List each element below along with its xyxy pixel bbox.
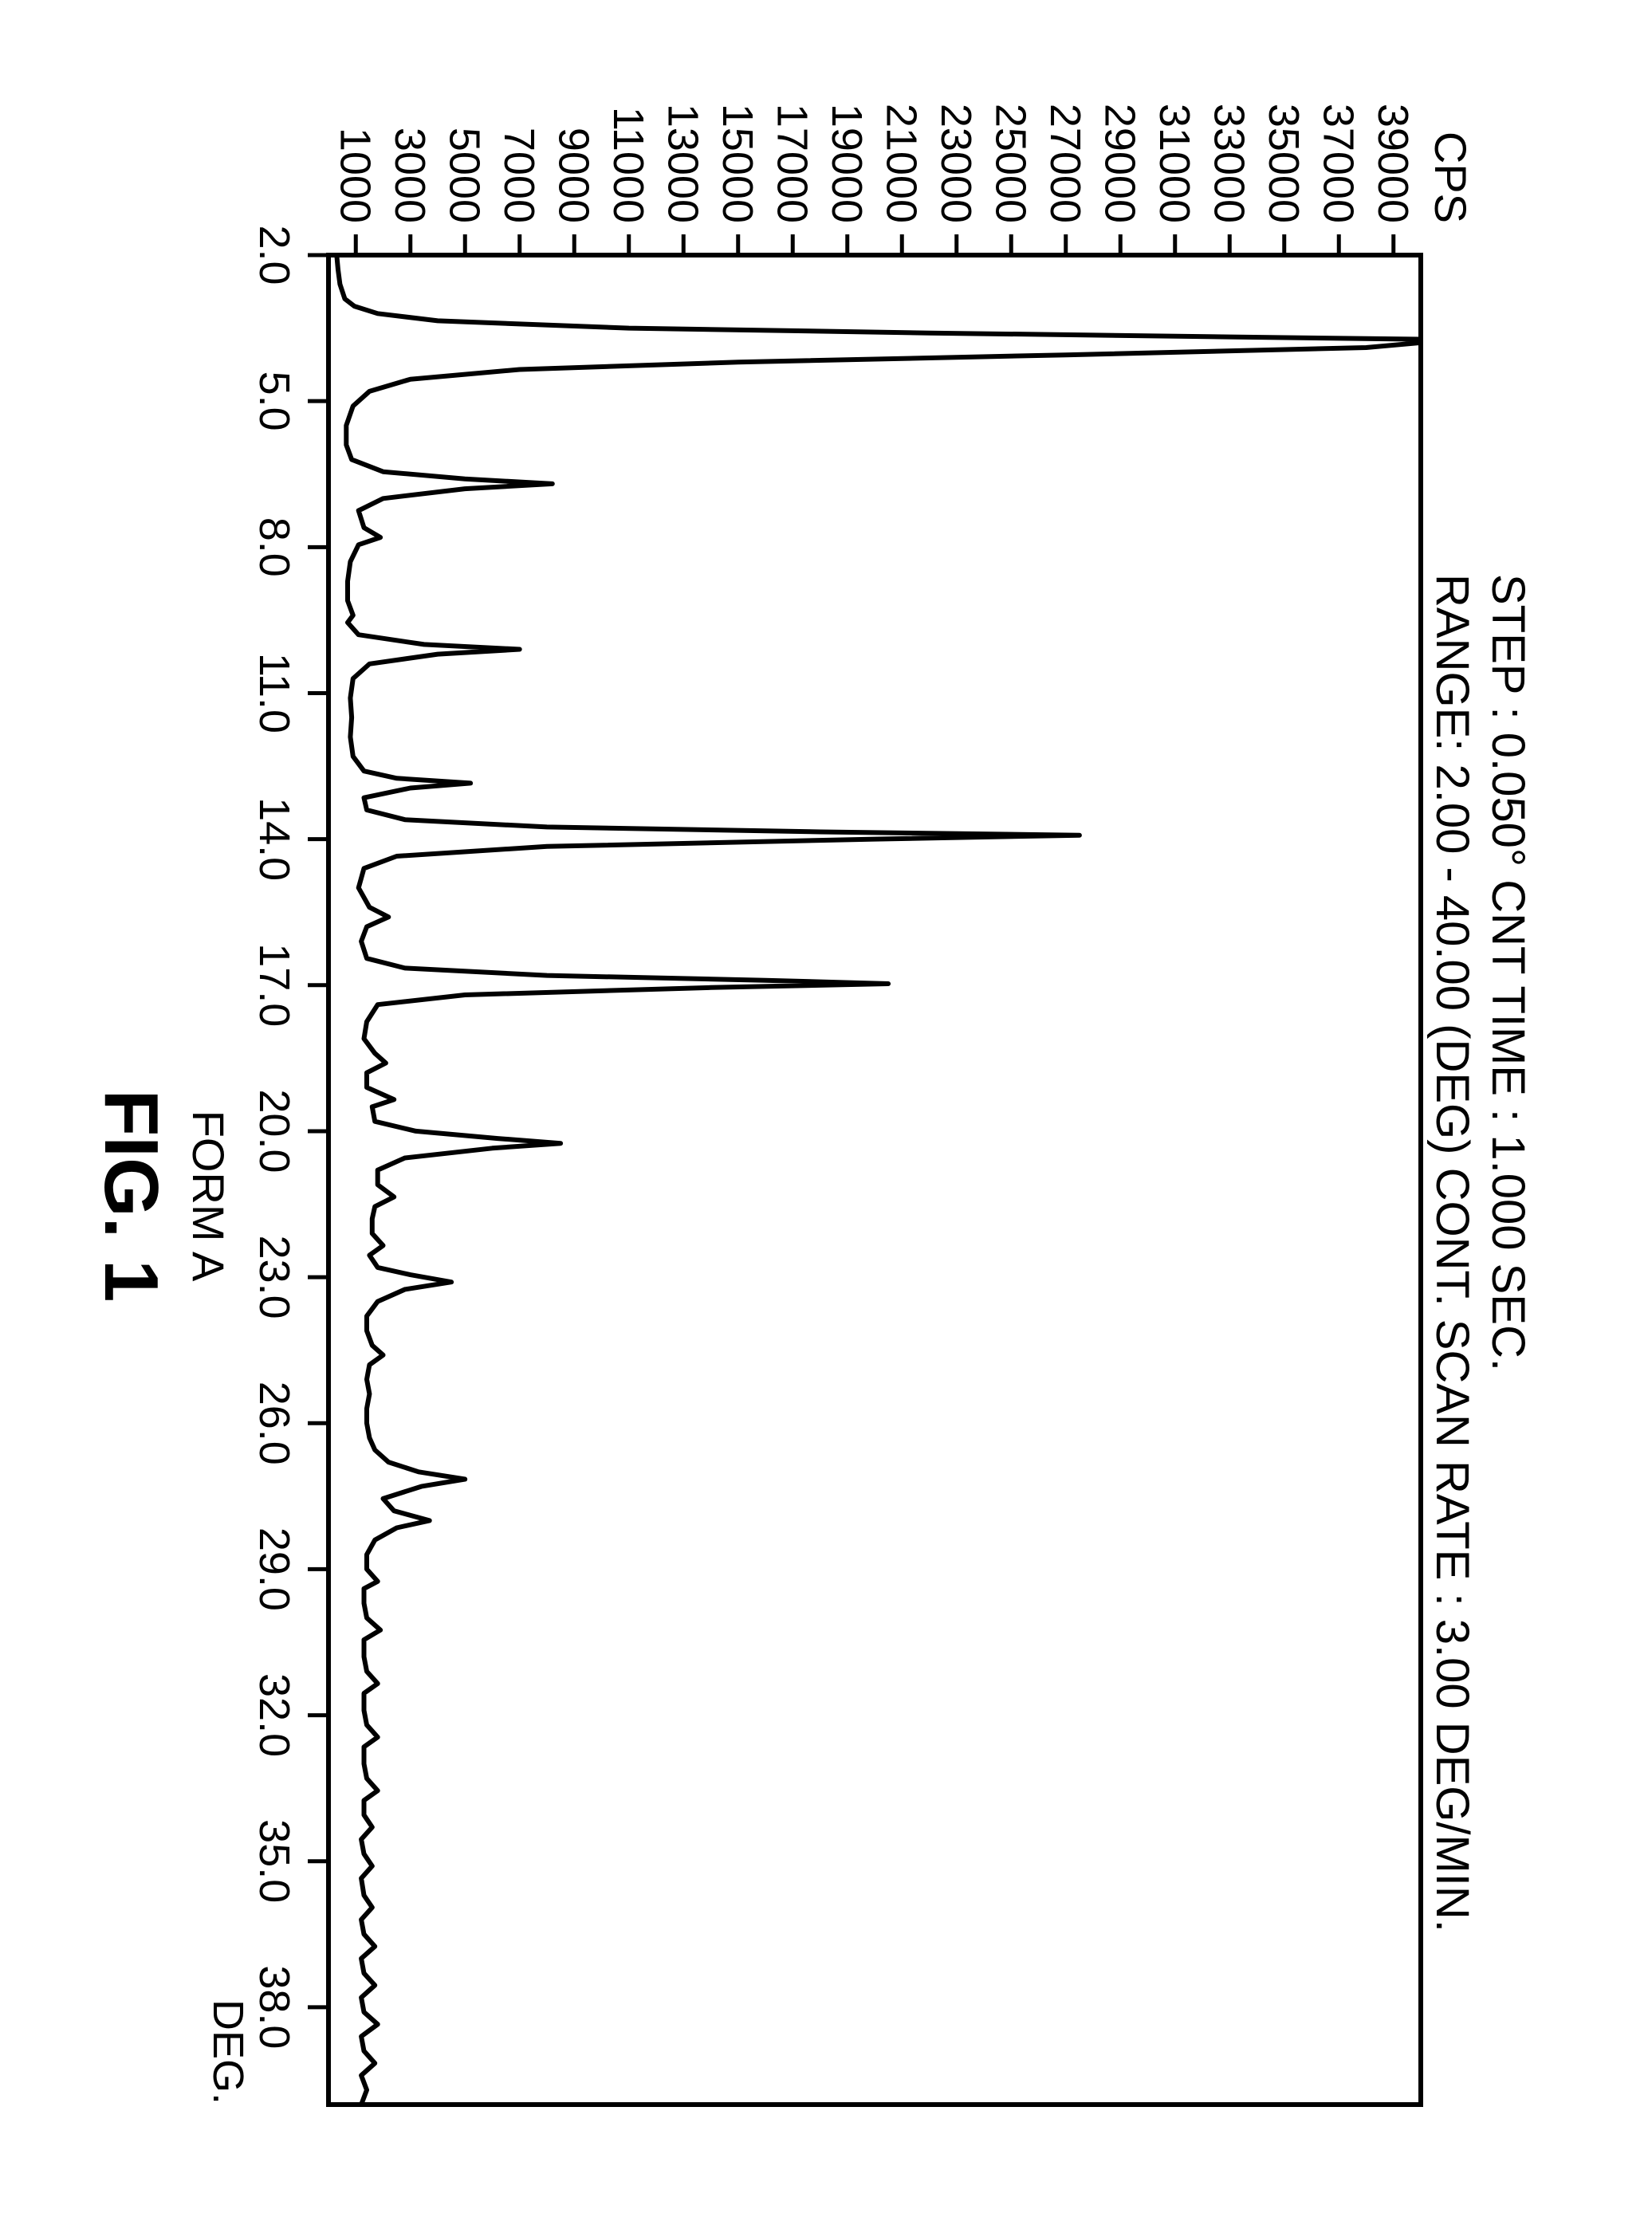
header-line-2: RANGE: 2.00 - 40.00 (DEG) CONT. SCAN RAT… (1426, 574, 1478, 1932)
y-tick-label: 35000 (1260, 104, 1308, 223)
y-tick-label: 7000 (495, 128, 543, 223)
y-tick-label: 17000 (768, 104, 816, 223)
x-tick-label: 2.0 (250, 225, 298, 285)
caption-fig: FIG. 1 (88, 1090, 174, 1303)
y-tick-label: 5000 (440, 128, 488, 223)
x-tick-label: 26.0 (250, 1382, 298, 1465)
x-tick-label: 11.0 (250, 653, 298, 733)
y-tick-label: 29000 (1095, 104, 1143, 223)
x-tick-label: 8.0 (250, 517, 298, 577)
page: STEP : 0.050° CNT TIME : 1.000 SEC.RANGE… (0, 0, 1652, 2213)
xrd-svg: STEP : 0.050° CNT TIME : 1.000 SEC.RANGE… (0, 0, 1652, 2213)
y-tick-label: 37000 (1314, 104, 1362, 223)
x-tick-label: 5.0 (250, 371, 298, 431)
y-tick-label: 15000 (714, 104, 761, 223)
y-axis-label: CPS (1426, 132, 1476, 223)
x-tick-label: 32.0 (250, 1673, 298, 1757)
rotated-wrapper: STEP : 0.050° CNT TIME : 1.000 SEC.RANGE… (0, 0, 1652, 2213)
x-tick-label: 17.0 (250, 943, 298, 1027)
y-tick-label: 19000 (823, 104, 871, 223)
x-tick-label: 38.0 (250, 1965, 298, 2049)
caption-form: FORM A (183, 1110, 234, 1282)
header-line-1: STEP : 0.050° CNT TIME : 1.000 SEC. (1482, 574, 1534, 1371)
y-tick-label: 39000 (1369, 104, 1417, 223)
y-tick-label: 33000 (1205, 104, 1253, 223)
y-tick-label: 25000 (986, 104, 1034, 223)
y-tick-label: 11000 (604, 107, 652, 223)
x-tick-label: 29.0 (250, 1527, 298, 1611)
x-tick-label: 20.0 (250, 1089, 298, 1173)
y-tick-label: 9000 (549, 128, 597, 223)
xrd-figure: STEP : 0.050° CNT TIME : 1.000 SEC.RANGE… (0, 0, 1652, 2213)
y-tick-label: 1000 (331, 128, 379, 223)
y-tick-label: 31000 (1150, 104, 1198, 223)
y-tick-label: 21000 (877, 104, 925, 223)
x-axis-label: DEG. (204, 1999, 252, 2105)
x-tick-label: 23.0 (250, 1236, 298, 1319)
y-tick-label: 13000 (659, 104, 706, 223)
y-tick-label: 3000 (386, 128, 434, 223)
x-tick-label: 14.0 (250, 797, 298, 881)
y-tick-label: 23000 (932, 104, 980, 223)
x-tick-label: 35.0 (250, 1819, 298, 1903)
y-tick-label: 27000 (1041, 104, 1089, 223)
